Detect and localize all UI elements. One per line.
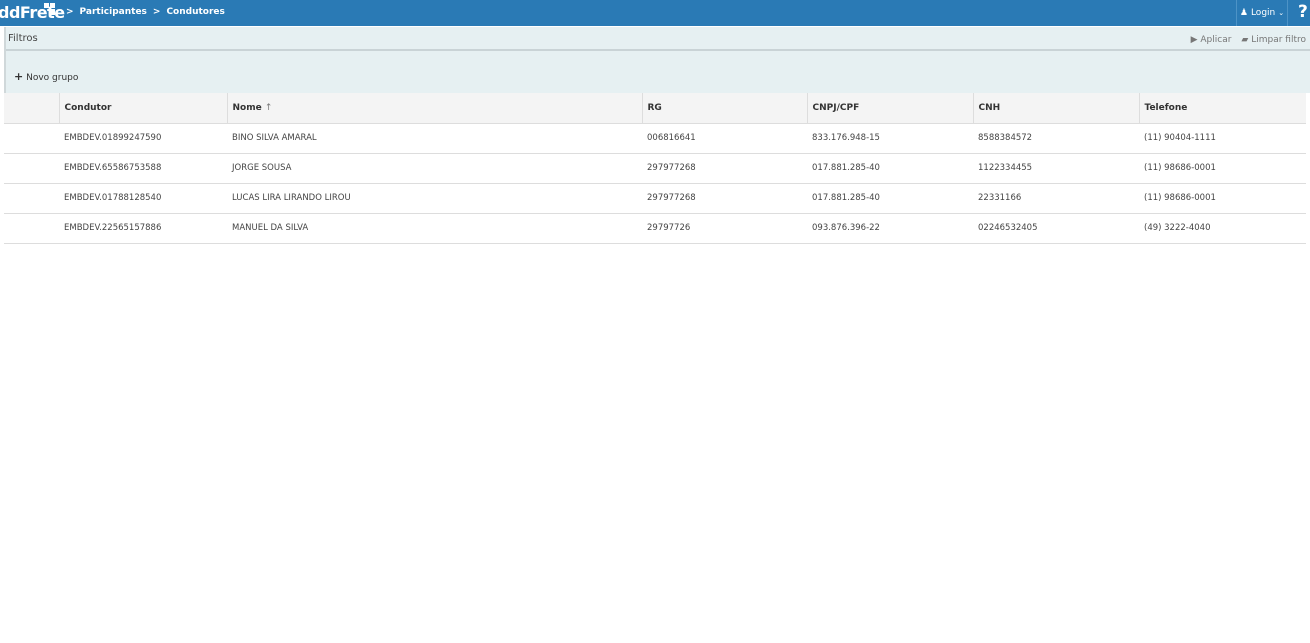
eraser-icon: ▰ [1241,35,1249,45]
play-icon: ▶ [1190,35,1198,45]
cell-cnh: 1122334455 [973,153,1139,184]
cell-rg: 297977268 [642,183,807,214]
table-row[interactable]: EMBDEV.65586753588 JORGE SOUSA 297977268 01… [4,153,1306,184]
cell-condutor: EMBDEV.65586753588 [59,153,227,184]
table-row[interactable]: EMBDEV.01899247590 BINO SILVA AMARAL 00681… [4,123,1306,154]
cell-nome: BINO SILVA AMARAL [227,123,642,154]
apply-label: Aplicar [1200,35,1232,45]
sort-asc-icon: ↑ [264,102,273,113]
apply-button[interactable]: ▶ Aplicar [1191,35,1232,45]
user-icon: ♟ [1239,8,1248,18]
cell-cnh: 8588384572 [973,123,1139,154]
column-header-nome[interactable]: Nome ↑ [226,93,642,124]
row-select-cell[interactable] [4,123,59,154]
chevron-down-icon: ⌄ [1278,9,1285,17]
column-header-select [4,93,59,124]
column-header-cnpj-cpf[interactable]: CNPJ/CPF [806,93,973,124]
row-select-cell[interactable] [4,213,59,244]
new-group-button[interactable]: + Novo grupo [14,70,78,83]
breadcrumb-participantes[interactable]: Participantes [79,7,147,17]
column-header-telefone[interactable]: Telefone [1138,93,1306,124]
filters-panel: Filtros ▶ Aplicar ▰ Limpar filtro + Novo… [4,27,1310,93]
clear-filter-button[interactable]: ▰ Limpar filtro [1241,35,1306,45]
logo-mark [44,3,55,15]
column-header-condutor[interactable]: Condutor [58,93,227,124]
cell-telefone: (49) 3222-4040 [1139,213,1306,244]
cell-nome: JORGE SOUSA [227,153,642,184]
cell-telefone: (11) 98686-0001 [1139,183,1306,214]
cell-rg: 006816641 [642,123,807,154]
login-label: Login [1250,8,1276,18]
new-group-label: Novo grupo [26,73,79,83]
cell-condutor: EMBDEV.22565157886 [59,213,227,244]
cell-cnh: 02246532405 [973,213,1139,244]
breadcrumb: > Participantes > Condutores [66,7,225,17]
cell-cnpj-cpf: 017.881.285-40 [807,153,973,184]
cell-telefone: (11) 98686-0001 [1139,153,1306,184]
plus-icon: + [14,70,24,83]
breadcrumb-condutores[interactable]: Condutores [166,7,225,17]
table-row[interactable]: EMBDEV.01788128540 LUCAS LIRA LIRANDO LIR… [4,183,1306,214]
cell-rg: 297977268 [642,153,807,184]
cell-cnpj-cpf: 017.881.285-40 [807,183,973,214]
chevron-right-icon: > [66,7,74,17]
row-select-cell[interactable] [4,153,59,184]
column-header-cnh[interactable]: CNH [972,93,1139,124]
column-header-rg[interactable]: RG [641,93,807,124]
drivers-table: Condutor Nome ↑ RG CNPJ/CPF CNH Telefone… [4,93,1306,244]
cell-cnh: 22331166 [973,183,1139,214]
top-bar: ddFrete > Participantes > Condutores ♟ L… [0,0,1310,26]
cell-nome: MANUEL DA SILVA [227,213,642,244]
cell-rg: 29797726 [642,213,807,244]
cell-condutor: EMBDEV.01788128540 [59,183,227,214]
cell-cnpj-cpf: 093.876.396-22 [807,213,973,244]
login-button[interactable]: ♟ Login ⌄ [1236,0,1288,26]
help-icon[interactable]: ? [1298,2,1308,22]
nome-label: Nome [232,102,262,113]
cell-nome: LUCAS LIRA LIRANDO LIROU [227,183,642,214]
table-header: Condutor Nome ↑ RG CNPJ/CPF CNH Telefone [4,93,1306,124]
cell-cnpj-cpf: 833.176.948-15 [807,123,973,154]
cell-telefone: (11) 90404-1111 [1139,123,1306,154]
row-select-cell[interactable] [4,183,59,214]
chevron-right-icon: > [152,7,161,17]
clear-label: Limpar filtro [1251,35,1306,45]
filters-title: Filtros [8,32,38,44]
cell-condutor: EMBDEV.01899247590 [59,123,227,154]
table-row[interactable]: EMBDEV.22565157886 MANUEL DA SILVA 2979772… [4,213,1306,244]
